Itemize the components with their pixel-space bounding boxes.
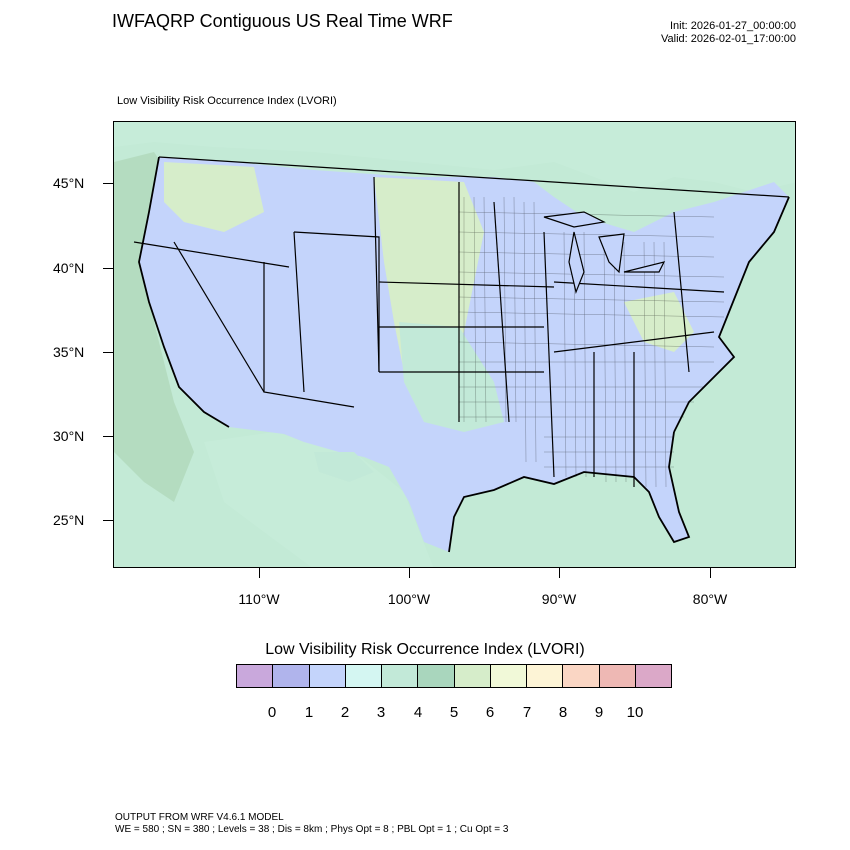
lon-tick — [409, 568, 410, 578]
lat-label-45: 45°N — [53, 175, 85, 191]
lon-tick — [559, 568, 560, 578]
colorbar-label: 7 — [522, 704, 532, 721]
lat-tick — [103, 352, 113, 353]
colorbar-label: 5 — [449, 704, 459, 721]
colorbar-label: 0 — [267, 704, 277, 721]
plains-mint-region — [399, 322, 504, 432]
great-lakes — [543, 211, 666, 294]
colorbar-swatch — [635, 665, 671, 687]
lat-label-35: 35°N — [53, 344, 85, 360]
mexico-land — [204, 432, 434, 567]
colorbar-label: 3 — [376, 704, 386, 721]
valid-time: Valid: 2026-02-01_17:00:00 — [661, 33, 796, 45]
colorbar-swatch — [237, 665, 274, 687]
colorbar-label: 2 — [340, 704, 350, 721]
lat-tick — [103, 436, 113, 437]
footer-model-line: OUTPUT FROM WRF V4.6.1 MODEL — [115, 812, 284, 823]
colorbar-swatch — [599, 665, 636, 687]
southwest-mint-region — [314, 452, 374, 482]
coastline — [138, 156, 790, 553]
lat-tick — [103, 183, 113, 184]
lat-label-25: 25°N — [53, 512, 85, 528]
chart-title: IWFAQRP Contiguous US Real Time WRF — [112, 11, 453, 31]
lon-tick — [710, 568, 711, 578]
map-canvas — [114, 122, 795, 567]
colorbar-swatch — [490, 665, 527, 687]
lat-tick — [103, 520, 113, 521]
colorbar-label: 6 — [485, 704, 495, 721]
run-times: Init: 2026-01-27_00:00:00 Valid: 2026-02… — [661, 20, 796, 46]
colorbar-title: Low Visibility Risk Occurrence Index (LV… — [265, 641, 585, 658]
model-info-footer: OUTPUT FROM WRF V4.6.1 MODEL WE = 580 ; … — [115, 812, 508, 836]
colorbar-label: 8 — [558, 704, 568, 721]
colorbar-label: 9 — [594, 704, 604, 721]
lat-tick — [103, 268, 113, 269]
colorbar-swatch — [527, 665, 564, 687]
init-time: Init: 2026-01-27_00:00:00 — [670, 20, 796, 32]
west-terrain — [114, 152, 194, 502]
colorbar-swatch — [345, 665, 382, 687]
colorbar — [236, 664, 672, 688]
lon-label-110w: 110°W — [238, 591, 280, 607]
lon-label-90w: 90°W — [541, 591, 577, 607]
map-subtitle: Low Visibility Risk Occurrence Index (LV… — [117, 95, 337, 107]
state-boundaries — [133, 156, 790, 487]
northwest-green-region — [164, 162, 264, 232]
colorbar-swatch — [454, 665, 491, 687]
colorbar-swatch — [418, 665, 455, 687]
lon-label-80w: 80°W — [692, 591, 728, 607]
lvori-map — [113, 121, 796, 568]
colorbar-label: 1 — [304, 704, 314, 721]
footer-config-line: WE = 580 ; SN = 380 ; Levels = 38 ; Dis … — [115, 824, 509, 835]
lon-label-100w: 100°W — [387, 591, 431, 607]
colorbar-swatch — [382, 665, 419, 687]
colorbar-swatch — [563, 665, 600, 687]
canada-land — [114, 122, 795, 192]
colorbar-label: 10 — [626, 704, 644, 721]
lon-tick — [259, 568, 260, 578]
lat-label-40: 40°N — [53, 260, 85, 276]
colorbar-swatch — [273, 665, 310, 687]
colorbar-swatch — [309, 665, 346, 687]
lat-label-30: 30°N — [53, 428, 85, 444]
colorbar-label: 4 — [413, 704, 423, 721]
